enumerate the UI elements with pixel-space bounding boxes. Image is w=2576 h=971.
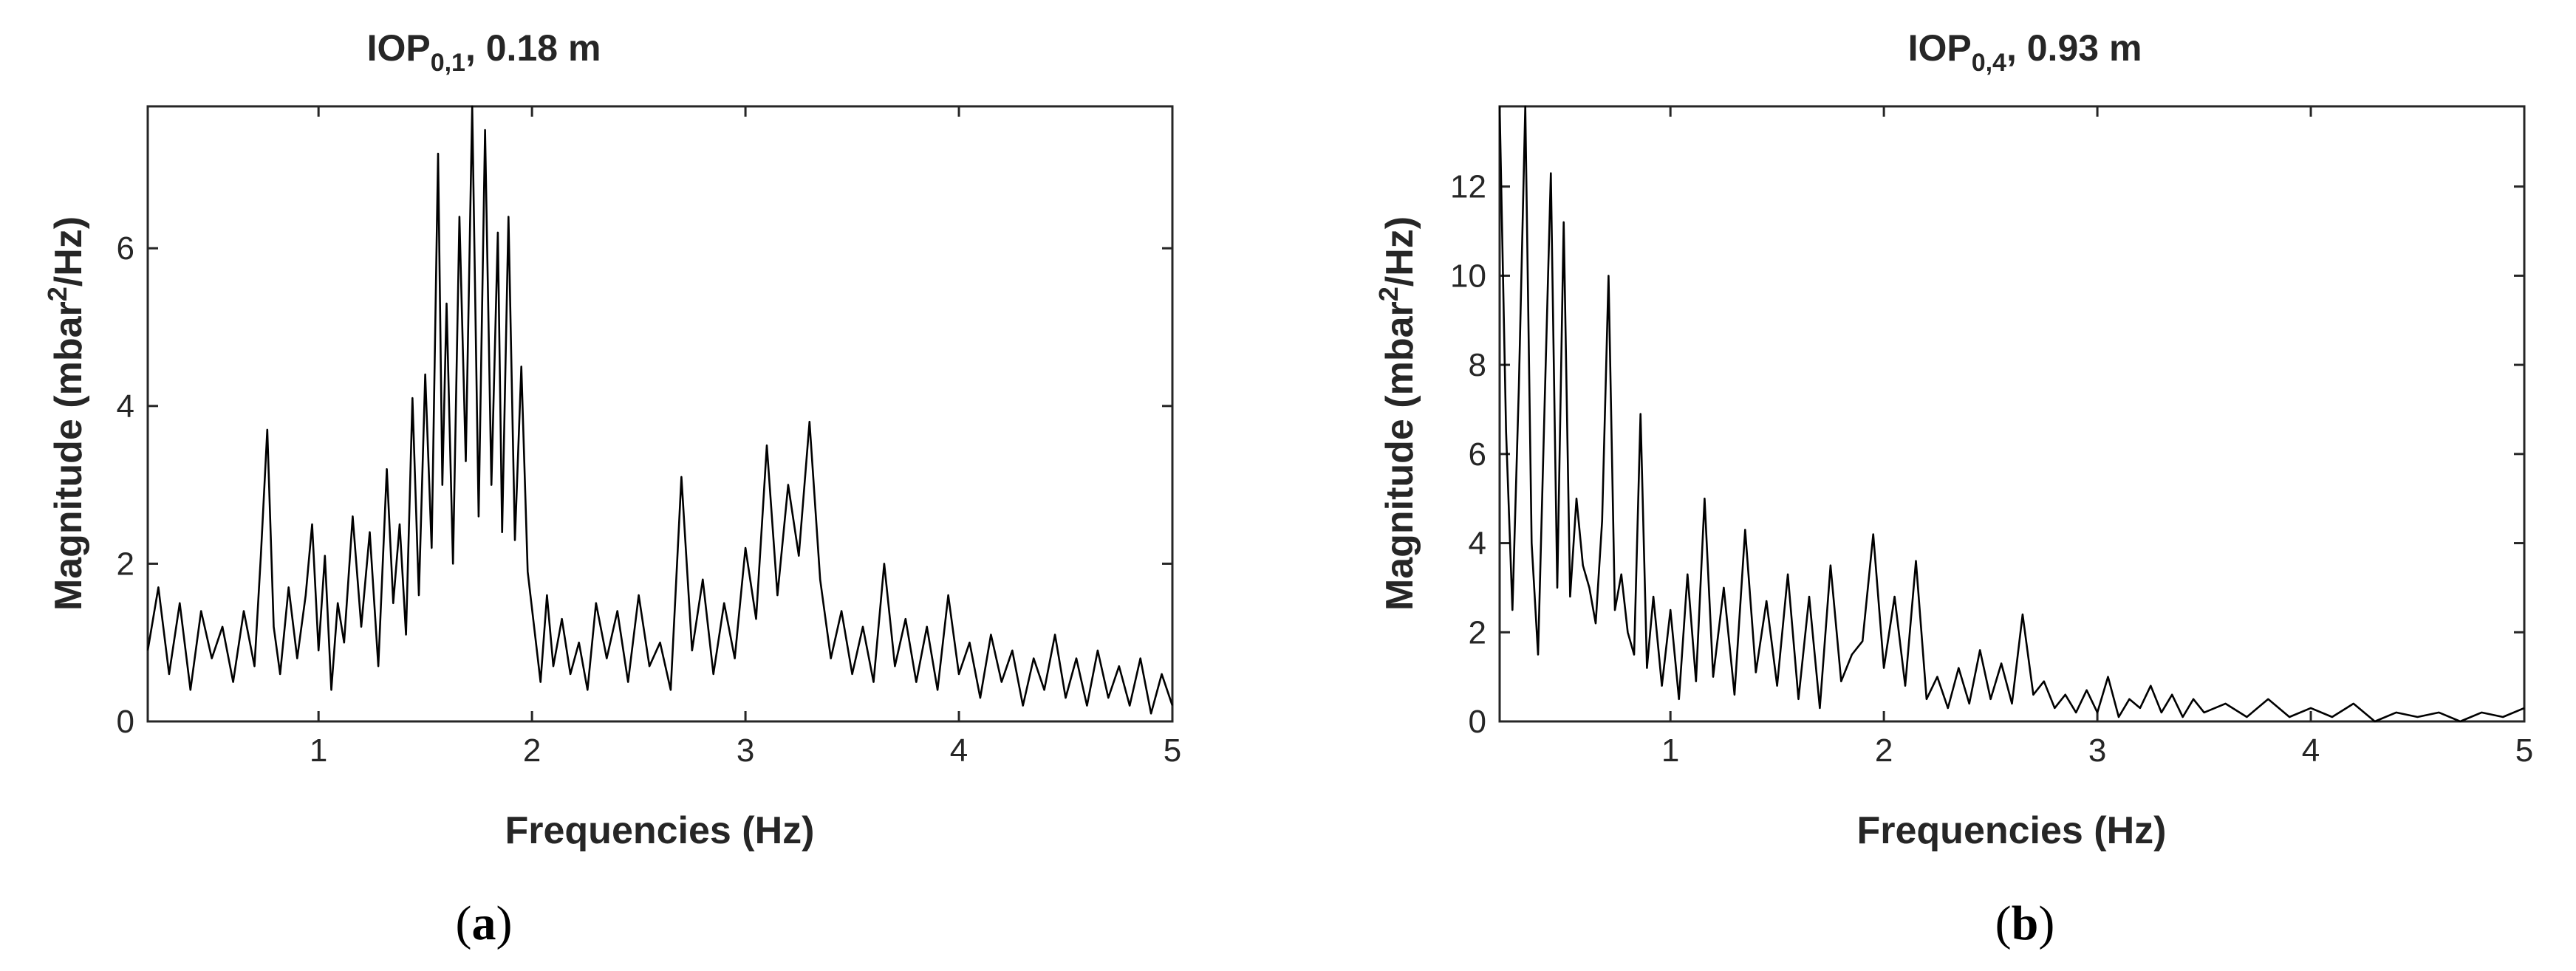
panel-caption-a: (a) [456, 896, 513, 950]
x-tick-label-b: 4 [2302, 732, 2320, 769]
y-tick-label-a: 6 [117, 230, 134, 267]
chart-title-b: IOP0,4, 0.93 m [1908, 27, 2142, 77]
panel-caption-b: (b) [1995, 896, 2055, 950]
panel-a: IOP0,1, 0.18 m 1 2 3 4 5 0 2 4 6 Frequencies (Hz… [42, 27, 1181, 950]
y-tick-label-b: 10 [1450, 258, 1486, 294]
y-tick-label-a: 4 [117, 388, 134, 425]
y-tick-label-b: 8 [1469, 347, 1486, 383]
chart-title-a: IOP0,1, 0.18 m [367, 27, 601, 77]
y-tick-label-b: 2 [1469, 614, 1486, 651]
x-tick-label-a: 1 [310, 732, 327, 769]
x-tick-label-a: 4 [950, 732, 968, 769]
x-tick-label-b: 1 [1661, 732, 1679, 769]
y-axis-label-a: Magnitude (mbar2/Hz) [42, 216, 90, 611]
series-line-b [1498, 105, 2525, 723]
y-axis-label-b: Magnitude (mbar2/Hz) [1373, 216, 1421, 611]
y-tick-label-b: 4 [1469, 526, 1486, 562]
plot-frame-b [1498, 105, 2526, 723]
x-tick-label-a: 3 [737, 732, 754, 769]
x-axis-label-a: Frequencies (Hz) [505, 809, 815, 852]
y-tick-label-a: 0 [117, 704, 134, 740]
y-tick-label-b: 6 [1469, 436, 1486, 473]
y-tick-label-b: 0 [1469, 704, 1486, 740]
plot-frame-a [146, 105, 1174, 723]
x-tick-label-b: 2 [1875, 732, 1893, 769]
y-tick-label-a: 2 [117, 546, 134, 582]
x-axis-label-b: Frequencies (Hz) [1857, 809, 2167, 852]
series-line-a [146, 105, 1174, 715]
y-tick-label-b: 12 [1450, 169, 1486, 205]
x-tick-label-b: 3 [2088, 732, 2106, 769]
x-tick-label-b: 5 [2515, 732, 2533, 769]
x-tick-label-a: 2 [523, 732, 541, 769]
x-tick-label-a: 5 [1164, 732, 1181, 769]
axis-ticks-a: 1 2 3 4 5 0 2 4 6 [117, 106, 1181, 769]
